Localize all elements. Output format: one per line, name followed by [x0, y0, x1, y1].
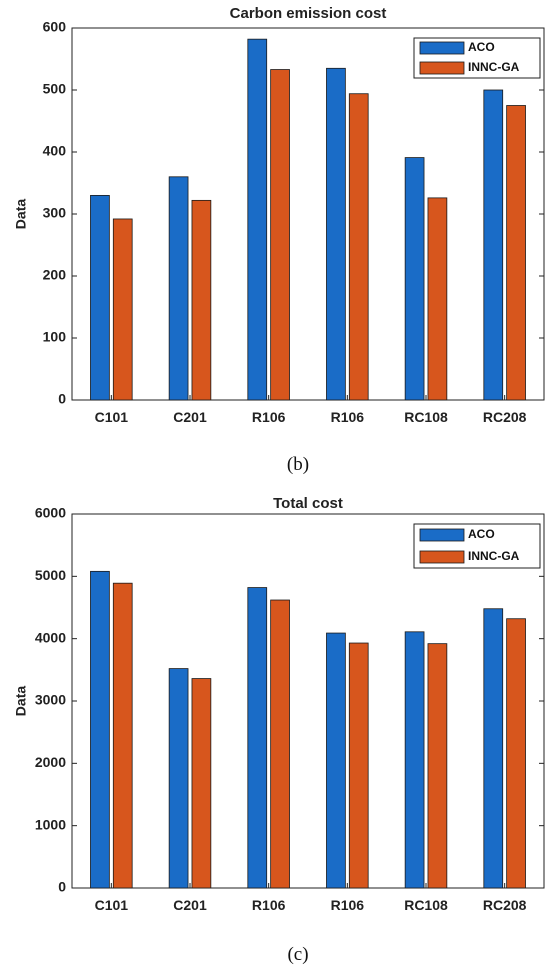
- bar-aco-rc208: [483, 608, 504, 889]
- chart-title: Total cost: [273, 495, 343, 512]
- x-tick-label: R106: [331, 897, 365, 913]
- bar-innc-ga-c201: [191, 199, 212, 401]
- y-tick-label: 3000: [35, 692, 66, 708]
- y-tick-label: 2000: [35, 754, 66, 770]
- bar-aco-rc208: [483, 89, 504, 401]
- legend-swatch-innc-ga: [419, 61, 465, 75]
- x-tick-label: C201: [173, 897, 207, 913]
- bar-innc-ga-rc108: [427, 643, 448, 889]
- bar-innc-ga-r106: [270, 599, 290, 889]
- x-tick-label: C101: [95, 409, 129, 425]
- y-tick-label: 6000: [35, 505, 66, 521]
- chart-legend: ACO INNC-GA: [413, 37, 541, 79]
- bar-aco-r106: [247, 38, 268, 401]
- chart-title: Carbon emission cost: [230, 5, 387, 22]
- plot-area: [71, 27, 545, 401]
- x-tick-label: RC108: [404, 409, 448, 425]
- chart-legend: ACO INNC-GA: [413, 523, 541, 569]
- x-tick-label: C101: [95, 897, 129, 913]
- y-tick-label: 4000: [35, 629, 66, 645]
- figure-caption: (b): [287, 454, 309, 475]
- legend-label-aco: ACO: [468, 527, 495, 541]
- legend-swatch-aco: [419, 41, 465, 55]
- y-tick-label: 400: [43, 143, 67, 159]
- x-tick-label: C201: [173, 409, 207, 425]
- x-tick-label: RC108: [404, 897, 448, 913]
- bar-aco-rc108: [404, 631, 425, 889]
- x-tick-label: R106: [331, 409, 365, 425]
- y-tick-label: 200: [43, 267, 67, 283]
- bar-innc-ga-c101: [112, 218, 133, 401]
- bar-innc-ga-c201: [191, 678, 212, 889]
- bar-innc-ga-r106: [348, 93, 369, 401]
- legend-swatch-aco: [419, 528, 465, 542]
- bar-aco-rc108: [404, 157, 425, 401]
- y-tick-label: 600: [43, 19, 67, 35]
- legend-label-innc-ga: INNC-GA: [468, 60, 520, 74]
- chart-carbon-emission-cost: Carbon emission cost Data (b) 0 100 200 300…: [13, 5, 545, 475]
- y-tick-label: 0: [58, 391, 66, 407]
- y-tick-label: 100: [43, 329, 67, 345]
- bar-aco-c201: [168, 668, 189, 889]
- legend-swatch-innc-ga: [419, 550, 465, 564]
- x-tick-label: RC208: [483, 897, 527, 913]
- chart-total-cost: Total cost Data (c) 0 1000 2000 3000 4000 500…: [13, 495, 545, 965]
- y-axis-label: Data: [13, 199, 29, 230]
- y-tick-label: 0: [58, 879, 66, 895]
- bar-aco-c101: [90, 570, 110, 889]
- y-tick-label: 500: [43, 81, 67, 97]
- bar-aco-r106: [326, 67, 346, 401]
- x-tick-label: R106: [252, 409, 286, 425]
- y-tick-label: 1000: [35, 816, 66, 832]
- legend-label-innc-ga: INNC-GA: [468, 549, 520, 563]
- plot-area: [71, 513, 545, 889]
- bar-innc-ga-rc208: [506, 105, 526, 401]
- chart-marks: 0 100 200 300 400 500 600 C101 C201 R106 R106 RC108…: [43, 19, 545, 425]
- bar-innc-ga-rc108: [427, 197, 448, 401]
- bar-innc-ga-c101: [112, 582, 133, 889]
- figure-caption: (c): [287, 944, 308, 965]
- bar-innc-ga-rc208: [506, 618, 526, 889]
- bar-aco-c101: [90, 194, 110, 401]
- bar-aco-r106: [247, 587, 268, 889]
- y-tick-label: 300: [43, 205, 67, 221]
- y-tick-label: 5000: [35, 567, 66, 583]
- x-tick-label: RC208: [483, 409, 527, 425]
- chart-marks: 0 1000 2000 3000 4000 5000 6000 C101 C201 R106 R10…: [35, 505, 545, 913]
- bar-aco-r106: [326, 632, 346, 889]
- bar-aco-c201: [168, 176, 189, 401]
- x-tick-label: R106: [252, 897, 286, 913]
- bar-innc-ga-r106: [348, 642, 369, 889]
- bar-innc-ga-r106: [270, 69, 290, 401]
- y-axis-label: Data: [13, 686, 29, 717]
- legend-label-aco: ACO: [468, 40, 495, 54]
